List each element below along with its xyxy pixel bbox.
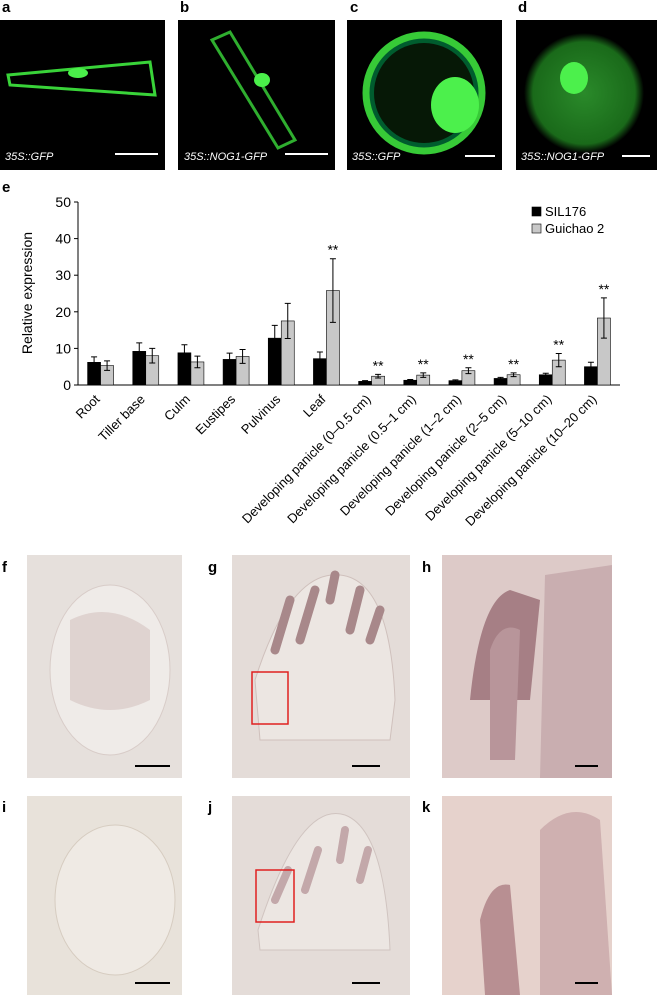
- error-bar: [271, 324, 278, 352]
- panel-letter: a: [2, 0, 11, 16]
- panel-d: 35S::NOG1-GFP: [516, 20, 657, 170]
- error-bar: [104, 360, 111, 371]
- legend-label: Guichao 2: [545, 221, 604, 236]
- x-tick-label: Tiller base: [95, 392, 148, 445]
- panel-letter: b: [180, 0, 189, 16]
- significance: **: [508, 356, 519, 372]
- error-bar: [149, 347, 156, 364]
- legend-swatch: [531, 223, 542, 234]
- panel-i: [27, 796, 182, 995]
- error-bar: [329, 258, 336, 323]
- x-tick-label: Pulvinus: [238, 391, 284, 437]
- x-tick-label: Eustipes: [192, 391, 238, 437]
- significance: **: [553, 337, 564, 353]
- y-axis-label: Relative expression: [19, 232, 35, 354]
- panel-b: 35S::NOG1-GFP: [178, 20, 335, 170]
- significance: **: [327, 242, 338, 258]
- error-bar: [497, 376, 504, 381]
- error-bar: [555, 353, 562, 368]
- panel-g: [232, 555, 410, 778]
- panel-letter: k: [422, 799, 431, 816]
- y-tick-label: 30: [55, 267, 71, 283]
- error-bar: [600, 297, 607, 339]
- panel-letter: e: [2, 179, 10, 196]
- error-bar: [362, 380, 369, 383]
- y-tick-label: 50: [55, 194, 71, 210]
- error-bar: [91, 356, 98, 369]
- error-bar: [194, 355, 201, 369]
- legend-swatch: [531, 206, 542, 217]
- error-bar: [587, 361, 594, 372]
- y-tick-label: 10: [55, 340, 71, 356]
- panel-h: [442, 555, 612, 778]
- y-tick-label: 20: [55, 304, 71, 320]
- error-bar: [226, 352, 233, 367]
- error-bar: [316, 351, 323, 366]
- error-bar: [239, 348, 246, 364]
- caption: 35S::GFP: [352, 151, 401, 163]
- panel-f: [27, 555, 182, 778]
- panel-c: 35S::GFP: [347, 20, 502, 170]
- error-bar: [420, 372, 427, 378]
- panel-letter: h: [422, 559, 431, 576]
- error-bar: [136, 342, 143, 361]
- y-tick-label: 40: [55, 231, 71, 247]
- caption: 35S::GFP: [5, 151, 54, 163]
- significance: **: [418, 356, 429, 372]
- error-bar: [510, 372, 517, 378]
- error-bar: [542, 372, 549, 377]
- y-tick-label: 0: [63, 377, 71, 393]
- error-bar: [181, 344, 188, 362]
- panel-k: [442, 796, 612, 995]
- significance: **: [598, 281, 609, 297]
- panel-letter: d: [518, 0, 527, 16]
- x-tick-label: Root: [73, 391, 103, 421]
- caption: 35S::NOG1-GFP: [521, 151, 605, 163]
- error-bar: [407, 379, 414, 382]
- panel-letter: f: [2, 559, 8, 576]
- error-bar: [375, 373, 382, 379]
- x-tick-label: Leaf: [300, 391, 329, 420]
- x-tick-label: Culm: [161, 392, 193, 424]
- error-bar: [465, 367, 472, 375]
- significance: **: [463, 351, 474, 367]
- error-bar: [452, 379, 459, 382]
- significance: **: [373, 357, 384, 373]
- error-bar: [284, 302, 291, 340]
- legend-label: SIL176: [545, 204, 586, 219]
- caption: 35S::NOG1-GFP: [184, 151, 268, 163]
- panel-j: [232, 796, 410, 995]
- panel-letter: c: [350, 0, 358, 16]
- panel-letter: g: [208, 559, 217, 576]
- panel-letter: j: [207, 799, 212, 816]
- panel-letter: i: [2, 799, 6, 816]
- panel-a: 35S::GFP: [0, 20, 165, 170]
